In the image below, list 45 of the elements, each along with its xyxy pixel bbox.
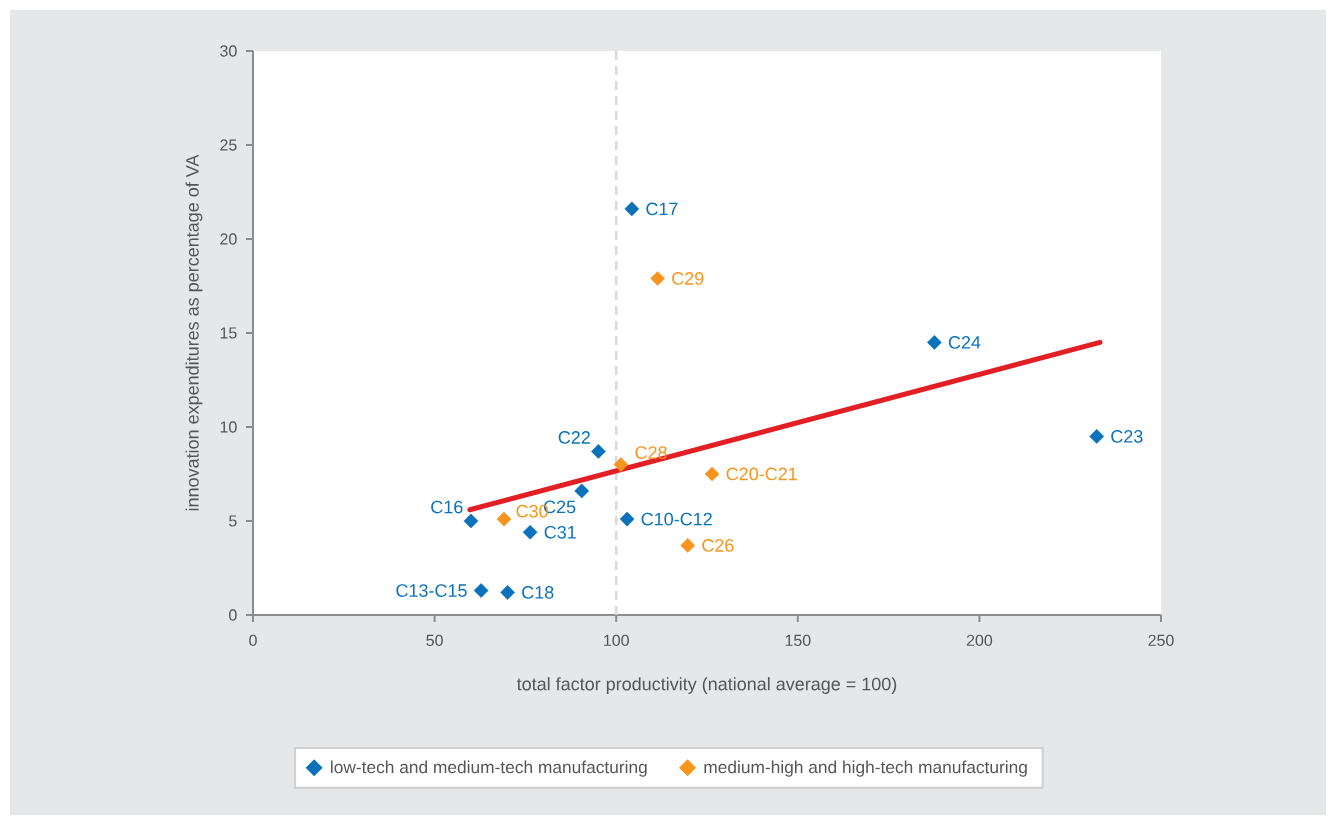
annotation: C24: [948, 336, 981, 349]
point: [927, 335, 942, 350]
point: [650, 271, 665, 286]
x-tick-label: 200: [966, 634, 993, 647]
x-tick-label: 50: [426, 634, 443, 647]
point: [522, 524, 538, 540]
annotation: C16: [431, 500, 463, 514]
legend-label: medium-high and high-tech manufacturing: [704, 760, 1027, 777]
y-axis-title: innovation expenditures as percentage of VA: [185, 154, 203, 511]
point: [704, 466, 720, 482]
y-tick-label: 20: [220, 233, 237, 245]
y-tick-label: 25: [220, 139, 237, 151]
y-tick-label: 15: [220, 327, 237, 339]
annotation: C26: [702, 539, 734, 552]
point: [613, 457, 629, 472]
y-tick-label: 0: [229, 609, 237, 621]
point: [500, 585, 515, 600]
legend-label: low-tech and medium-tech manufacturing: [331, 760, 647, 777]
annotation: C18: [522, 586, 554, 599]
annotation: C20-C21: [726, 467, 797, 481]
point: [574, 483, 590, 499]
x-tick-label: 250: [1148, 634, 1174, 647]
point: [1089, 429, 1105, 444]
y-tick-label: 30: [220, 45, 237, 57]
point: [680, 538, 696, 553]
x-tick-label: 100: [604, 634, 629, 647]
annotation: C29: [672, 272, 704, 285]
annotation: C22: [558, 431, 590, 444]
point: [473, 583, 489, 598]
point: [591, 444, 606, 459]
x-tick-label: 150: [785, 634, 811, 647]
annotation: C13-C15: [396, 584, 467, 597]
point: [463, 513, 479, 529]
x-axis-title: total factor productivity (national average = 100): [516, 677, 897, 694]
point: [619, 511, 635, 527]
y-tick-label: 5: [229, 515, 237, 527]
annotation: C23: [1111, 430, 1143, 443]
annotation: C10-C12: [641, 512, 712, 526]
annotation: C28: [635, 446, 667, 459]
point: [496, 511, 512, 527]
y-tick-label: 10: [220, 421, 237, 433]
annotation: C31: [544, 525, 576, 539]
point: [624, 201, 640, 217]
x-tick-label: 0: [249, 634, 257, 647]
annotation: C17: [646, 202, 678, 216]
